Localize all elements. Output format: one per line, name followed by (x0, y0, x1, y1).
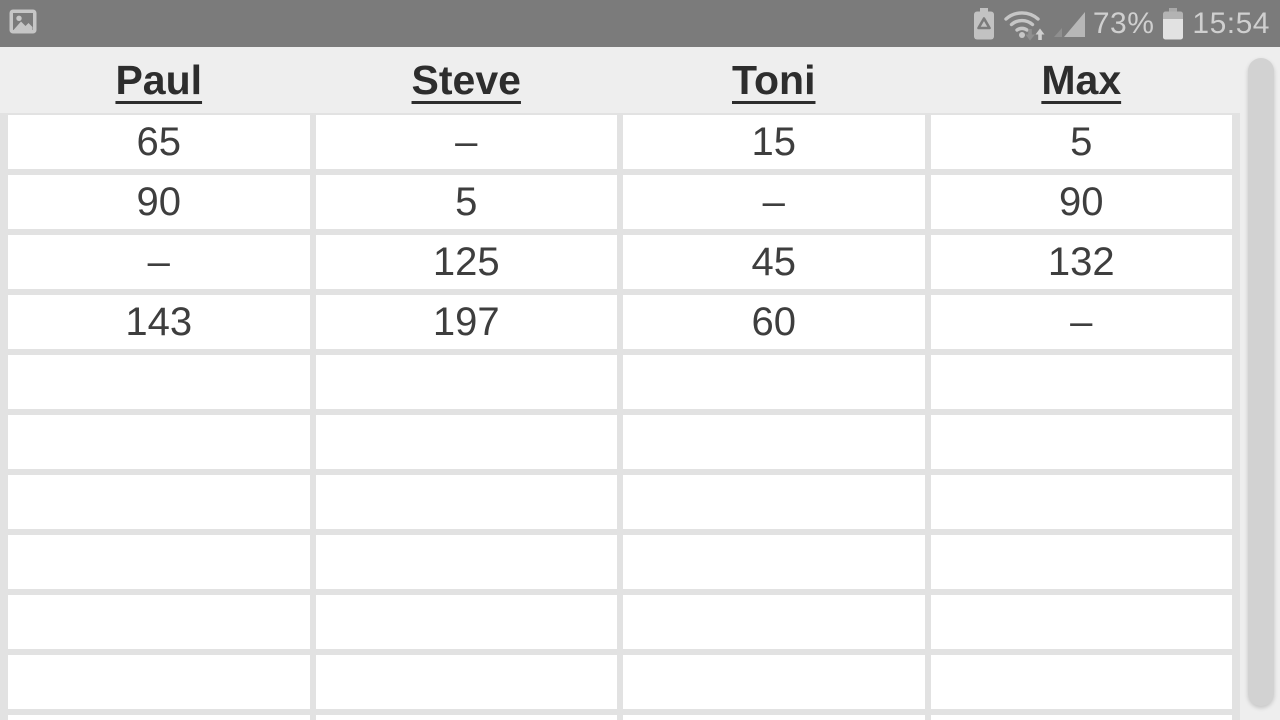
score-cell[interactable] (623, 595, 925, 649)
score-table-header: Paul Steve Toni Max (0, 47, 1240, 113)
table-row (8, 475, 1232, 529)
table-row (8, 355, 1232, 409)
score-cell[interactable]: 132 (930, 235, 1232, 289)
score-cell[interactable] (315, 475, 617, 529)
score-cell[interactable]: 197 (315, 295, 617, 349)
status-bar: 73% 15:54 (0, 0, 1280, 47)
battery-icon (1162, 7, 1184, 40)
score-cell[interactable] (623, 715, 925, 720)
score-cell[interactable] (623, 355, 925, 409)
score-cell[interactable] (8, 595, 310, 649)
table-row (8, 415, 1232, 469)
score-cell[interactable] (930, 655, 1232, 709)
score-table: Paul Steve Toni Max 65–15 5 90 5–90–125 45 132 14… (0, 47, 1240, 720)
table-row: 90 5–90 (8, 175, 1232, 229)
player-header-toni[interactable]: Toni (732, 56, 816, 103)
table-row: 65–15 5 (8, 115, 1232, 169)
score-cell[interactable] (930, 595, 1232, 649)
score-cell[interactable] (623, 475, 925, 529)
score-cell[interactable] (8, 475, 310, 529)
clock: 15:54 (1192, 6, 1270, 40)
score-cell[interactable] (8, 415, 310, 469)
table-row (8, 595, 1232, 649)
player-header-paul[interactable]: Paul (115, 56, 203, 103)
score-cell[interactable]: – (623, 175, 925, 229)
wifi-down-arrow (1025, 28, 1035, 40)
table-row (8, 535, 1232, 589)
score-cell[interactable] (623, 655, 925, 709)
status-bar-right: 73% 15:54 (973, 7, 1270, 41)
wifi-up-arrow (1035, 28, 1045, 40)
score-cell[interactable] (8, 535, 310, 589)
score-cell[interactable]: 60 (623, 295, 925, 349)
score-cell[interactable]: – (930, 295, 1232, 349)
player-header-max[interactable]: Max (1041, 56, 1122, 103)
score-cell[interactable]: 5 (930, 115, 1232, 169)
score-cell[interactable] (623, 415, 925, 469)
battery-saver-icon (973, 7, 995, 40)
score-cell[interactable] (315, 535, 617, 589)
score-cell[interactable] (315, 715, 617, 720)
score-cell[interactable] (930, 715, 1232, 720)
score-cell[interactable] (930, 355, 1232, 409)
image-icon (9, 9, 37, 39)
score-cell[interactable]: 143 (8, 295, 310, 349)
score-cell[interactable] (315, 655, 617, 709)
score-cell[interactable]: 5 (315, 175, 617, 229)
score-cell[interactable] (315, 355, 617, 409)
score-cell[interactable] (930, 415, 1232, 469)
table-row (8, 715, 1232, 720)
score-cell[interactable] (8, 715, 310, 720)
cellular-signal-icon (1053, 10, 1085, 38)
score-cell[interactable]: – (315, 115, 617, 169)
score-cell[interactable]: 45 (623, 235, 925, 289)
scrollbar-thumb[interactable] (1248, 58, 1274, 706)
score-cell[interactable]: – (8, 235, 310, 289)
score-cell[interactable] (623, 535, 925, 589)
wifi-icon (1003, 7, 1045, 41)
score-cell[interactable]: 90 (8, 175, 310, 229)
score-cell[interactable]: 65 (8, 115, 310, 169)
score-cell[interactable]: 125 (315, 235, 617, 289)
table-row: –125 45 132 (8, 235, 1232, 289)
score-cell[interactable] (315, 415, 617, 469)
score-table-body: 65–15 5 90 5–90–125 45 132 143 197 60– (0, 113, 1240, 720)
battery-percent: 73% (1092, 6, 1155, 40)
score-cell[interactable] (315, 595, 617, 649)
player-header-steve[interactable]: Steve (411, 56, 521, 103)
score-cell[interactable]: 15 (623, 115, 925, 169)
score-cell[interactable] (930, 475, 1232, 529)
table-row (8, 655, 1232, 709)
score-cell[interactable] (8, 655, 310, 709)
score-cell[interactable] (930, 535, 1232, 589)
score-cell[interactable] (8, 355, 310, 409)
score-cell[interactable]: 90 (930, 175, 1232, 229)
table-row: 143 197 60– (8, 295, 1232, 349)
